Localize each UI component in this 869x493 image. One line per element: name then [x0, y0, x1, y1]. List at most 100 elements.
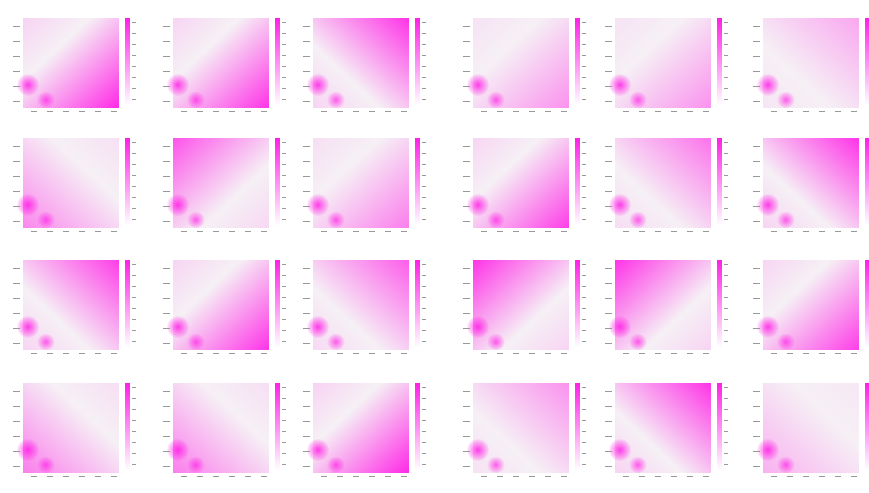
colorbar-tick	[582, 33, 586, 34]
y-tick-mark	[303, 191, 310, 192]
x-tick-mark	[703, 231, 709, 232]
x-tick-mark	[561, 111, 567, 112]
colorbar-tick	[132, 142, 136, 143]
colorbar-tick	[132, 77, 136, 78]
x-tick-mark	[529, 353, 535, 354]
colorbar-tick	[282, 453, 286, 454]
x-tick-mark	[787, 353, 793, 354]
colorbar-tick	[582, 264, 586, 265]
colorbar-tick	[582, 453, 586, 454]
heatmap-grid	[13, 8, 869, 477]
x-tick-mark	[639, 353, 645, 354]
x-tick-mark	[229, 353, 235, 354]
colorbar-tick	[422, 55, 426, 56]
heatmap-plot-area	[167, 383, 269, 473]
y-tick-mark	[463, 313, 470, 314]
colorbar-tick	[724, 142, 728, 143]
y-tick-mark	[303, 176, 310, 177]
x-tick-mark	[79, 353, 85, 354]
x-tick-mark	[819, 353, 825, 354]
colorbar-tick	[282, 442, 286, 443]
colorbar-tick	[282, 286, 286, 287]
heatmap-plot-area	[17, 260, 119, 350]
x-tick-mark	[31, 476, 37, 477]
heatmap-plot-area	[467, 383, 569, 473]
colorbar-tick	[422, 319, 426, 320]
y-tick-mark	[753, 86, 760, 87]
colorbar-tick	[132, 33, 136, 34]
y-tick-mark	[753, 146, 760, 147]
x-tick-mark	[79, 111, 85, 112]
heatmap-hotspot	[757, 315, 779, 338]
heatmap-hotspot	[167, 438, 189, 461]
heatmap-plot-area	[467, 18, 569, 108]
colorbar-tick	[132, 99, 136, 100]
y-tick-mark	[163, 466, 170, 467]
x-tick-mark	[337, 476, 343, 477]
colorbar-tick	[132, 153, 136, 154]
heatmap-hotspot	[487, 212, 505, 228]
x-tick-mark	[851, 111, 857, 112]
y-tick-mark	[463, 328, 470, 329]
y-tick-mark	[303, 101, 310, 102]
heatmap-panel	[745, 373, 869, 493]
x-tick-mark	[703, 353, 709, 354]
colorbar	[717, 18, 722, 106]
y-tick-mark	[463, 466, 470, 467]
colorbar-tick	[282, 22, 286, 23]
colorbar-tick	[132, 175, 136, 176]
y-tick-mark	[605, 206, 612, 207]
y-tick-mark	[163, 101, 170, 102]
heatmap-plot-area	[167, 260, 269, 350]
colorbar-tick	[282, 464, 286, 465]
x-tick-mark	[353, 111, 359, 112]
x-tick-mark	[229, 476, 235, 477]
y-tick-mark	[13, 343, 20, 344]
colorbar-tick	[282, 186, 286, 187]
x-tick-mark	[197, 476, 203, 477]
x-tick-mark	[47, 353, 53, 354]
x-tick-mark	[671, 231, 677, 232]
heatmap-plot-area	[307, 383, 409, 473]
y-tick-mark	[303, 436, 310, 437]
y-tick-mark	[13, 101, 20, 102]
colorbar-tick	[582, 44, 586, 45]
colorbar	[275, 18, 280, 106]
heatmap-hotspot	[487, 334, 505, 350]
colorbar-tick	[724, 308, 728, 309]
colorbar-tick	[282, 142, 286, 143]
y-tick-mark	[605, 466, 612, 467]
x-tick-mark	[111, 111, 117, 112]
colorbar-tick	[132, 286, 136, 287]
x-tick-mark	[181, 476, 187, 477]
colorbar	[717, 260, 722, 348]
colorbar-tick	[582, 398, 586, 399]
heatmap-panel	[745, 8, 869, 128]
y-tick-mark	[463, 161, 470, 162]
heatmap-plot-area	[609, 260, 711, 350]
y-tick-mark	[13, 406, 20, 407]
y-tick-mark	[163, 161, 170, 162]
y-tick-mark	[463, 101, 470, 102]
heatmap-plot-area	[467, 260, 569, 350]
y-tick-mark	[13, 86, 20, 87]
x-tick-mark	[545, 231, 551, 232]
heatmap-plot-area	[467, 138, 569, 228]
x-tick-mark	[687, 231, 693, 232]
y-tick-mark	[605, 406, 612, 407]
colorbar-tick	[582, 420, 586, 421]
heatmap-hotspot	[777, 212, 795, 228]
y-tick-mark	[463, 391, 470, 392]
x-tick-mark	[623, 353, 629, 354]
colorbar-tick	[724, 297, 728, 298]
x-tick-mark	[481, 231, 487, 232]
y-tick-mark	[753, 313, 760, 314]
heatmap-panel	[155, 8, 297, 128]
x-tick-mark	[337, 231, 343, 232]
colorbar-tick	[132, 275, 136, 276]
y-tick-mark	[13, 191, 20, 192]
colorbar-tick	[282, 153, 286, 154]
colorbar-tick	[724, 330, 728, 331]
heatmap-hotspot	[467, 438, 489, 461]
heatmap-hotspot	[37, 92, 55, 108]
